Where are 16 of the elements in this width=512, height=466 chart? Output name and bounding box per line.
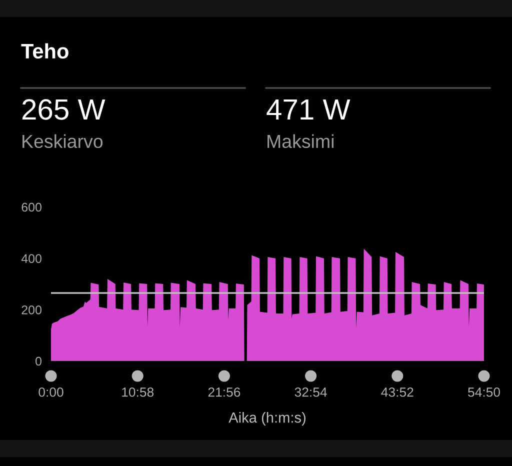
- x-tick-label: 21:56: [208, 387, 240, 397]
- x-tick-label: 43:52: [381, 387, 414, 397]
- x-tick-label: 54:50: [468, 387, 500, 397]
- text: 471 W: [266, 99, 350, 120]
- y-tick-label: 0: [36, 356, 42, 366]
- text: Keskiarvo: [22, 134, 103, 148]
- x-tick-label: 0:00: [38, 387, 64, 397]
- x-tick-label: 32:54: [294, 387, 327, 397]
- y-tick-label: 400: [21, 254, 42, 263]
- x-axis-title: Aika (h:m:s): [228, 412, 306, 426]
- text: 265 W: [22, 99, 106, 120]
- chart-title: Teho: [21, 43, 68, 59]
- text: Maksimi: [268, 134, 334, 148]
- y-tick-label: 200: [22, 305, 42, 314]
- x-tick-label: 10:58: [122, 387, 154, 397]
- y-tick-label: 600: [22, 202, 42, 212]
